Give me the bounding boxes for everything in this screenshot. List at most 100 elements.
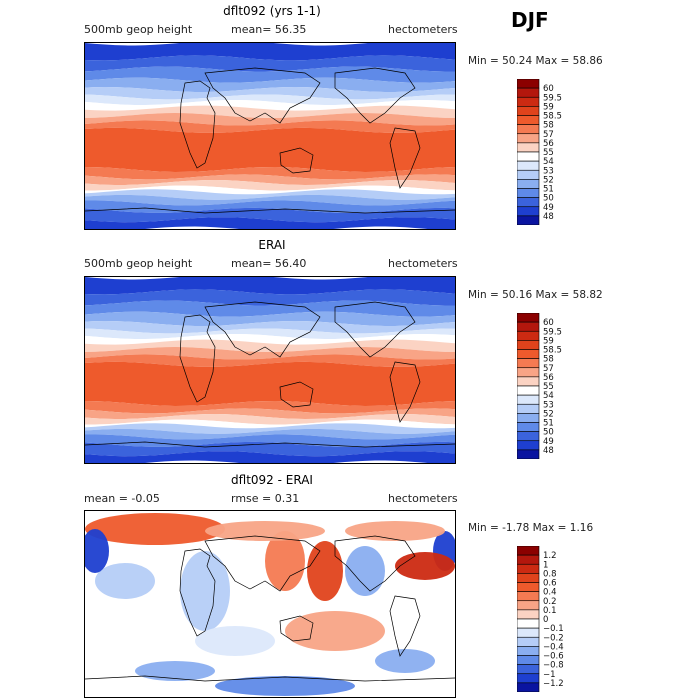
contour-band: [85, 180, 455, 191]
colorbar-swatch: [516, 87, 540, 98]
panel-2-title: ERAI: [258, 238, 286, 252]
colorbar-label: 58: [543, 121, 554, 131]
panel-3-colorbar: 1.2 1 0.8 0.6 0.4 0.2 0.1 0 −0.1 −0.2 −0.4 −0.6 −0.8…: [516, 545, 577, 696]
colorbar-label: 54: [543, 391, 554, 401]
season-label: DJF: [511, 8, 549, 32]
panel-2-mean-label: mean= 56.40: [231, 257, 307, 270]
colorbar-label: 56: [543, 373, 554, 383]
colorbar-label: 0.8: [543, 569, 557, 579]
colorbar-label: 0: [543, 615, 548, 625]
contour-band: [85, 94, 455, 105]
colorbar-swatch: [516, 376, 540, 387]
contour-band: [85, 328, 455, 339]
colorbar-swatch: [516, 573, 540, 583]
contour-band: [85, 408, 455, 419]
colorbar-swatch: [516, 646, 540, 656]
colorbar-swatch: [516, 179, 540, 189]
colorbar-swatch: [516, 96, 540, 107]
contour-band: [85, 441, 455, 457]
colorbar-swatch: [516, 188, 540, 198]
colorbar-label: −0.2: [543, 633, 564, 643]
colorbar-label: 60: [543, 318, 554, 328]
colorbar-swatch: [516, 321, 540, 332]
coastline: [334, 301, 416, 358]
colorbar-swatch: [516, 664, 540, 675]
contour-band: [85, 120, 455, 133]
colorbar-swatch: [516, 673, 540, 684]
colorbar-swatch: [516, 367, 540, 378]
coastline: [279, 147, 314, 174]
colorbar-swatch: [516, 449, 540, 460]
contour-band: [195, 626, 275, 656]
coastline: [204, 67, 321, 124]
panel-1-title: dflt092 (yrs 1-1): [223, 4, 321, 18]
coastline: [279, 381, 314, 408]
contour-band: [85, 105, 455, 119]
colorbar-swatch: [516, 413, 540, 423]
colorbar-swatch: [516, 312, 540, 323]
colorbar-swatch: [516, 618, 540, 629]
colorbar-swatch: [516, 682, 540, 693]
contour-band: [85, 334, 455, 345]
contour-band: [85, 311, 455, 326]
colorbar-swatch: [516, 609, 540, 620]
colorbar-swatch: [516, 431, 540, 442]
colorbar-label: −0.6: [543, 652, 564, 662]
contour-band: [307, 541, 343, 601]
panel-2-map: [84, 276, 456, 464]
colorbar-swatch: [516, 215, 540, 226]
coastline: [204, 301, 321, 358]
colorbar-swatch: [516, 197, 540, 208]
contour-band: [85, 361, 455, 406]
coastline: [179, 80, 216, 169]
colorbar-label: 58.5: [543, 346, 562, 356]
colorbar-swatch: [516, 422, 540, 432]
colorbar-label: −0.8: [543, 661, 564, 671]
colorbar-swatch: [516, 340, 540, 350]
panel-3-minmax: Min = -1.78 Max = 1.16: [468, 522, 594, 534]
contour-band: [85, 66, 455, 83]
colorbar-swatch: [516, 115, 540, 125]
contour-band: [85, 43, 455, 61]
colorbar-label: 54: [543, 157, 554, 167]
colorbar-label: 56: [543, 139, 554, 149]
coastline: [85, 675, 455, 682]
colorbar-swatch: [516, 151, 540, 162]
contour-band: [85, 189, 455, 200]
colorbar-label: 57: [543, 130, 554, 140]
contour-band: [85, 347, 455, 360]
colorbar-label: 55: [543, 148, 554, 158]
contour-band: [85, 194, 455, 206]
colorbar-swatch: [516, 142, 540, 153]
colorbar-swatch: [516, 582, 540, 592]
coastline: [389, 127, 421, 189]
colorbar-swatch: [516, 627, 540, 638]
colorbar-label: 59.5: [543, 327, 562, 337]
contour-band: [85, 423, 455, 434]
contour-band: [85, 185, 455, 195]
colorbar-swatch: [516, 160, 540, 171]
panel-3-units-label: hectometers: [388, 492, 458, 505]
colorbar-label: 59.5: [543, 93, 562, 103]
contour-band: [85, 55, 455, 72]
colorbar-swatch: [516, 403, 540, 414]
colorbar-swatch: [516, 206, 540, 217]
contour-band: [85, 166, 455, 180]
colorbar-label: 48: [543, 212, 554, 222]
contour-band: [85, 277, 455, 295]
contour-band: [85, 354, 455, 367]
contour-band: [135, 661, 215, 681]
coastline: [179, 314, 216, 403]
panel-2-minmax: Min = 50.16 Max = 58.82: [468, 289, 603, 301]
colorbar-swatch: [516, 600, 540, 611]
colorbar-label: 52: [543, 175, 554, 185]
colorbar-swatch: [516, 133, 540, 144]
panel-1-map: [84, 42, 456, 230]
colorbar-swatch: [516, 106, 540, 116]
colorbar-label: 52: [543, 409, 554, 419]
panel-3-map: [84, 510, 456, 698]
coastline: [85, 441, 455, 448]
colorbar-label: 58.5: [543, 112, 562, 122]
contour-band: [85, 451, 455, 463]
coastline: [179, 548, 216, 637]
